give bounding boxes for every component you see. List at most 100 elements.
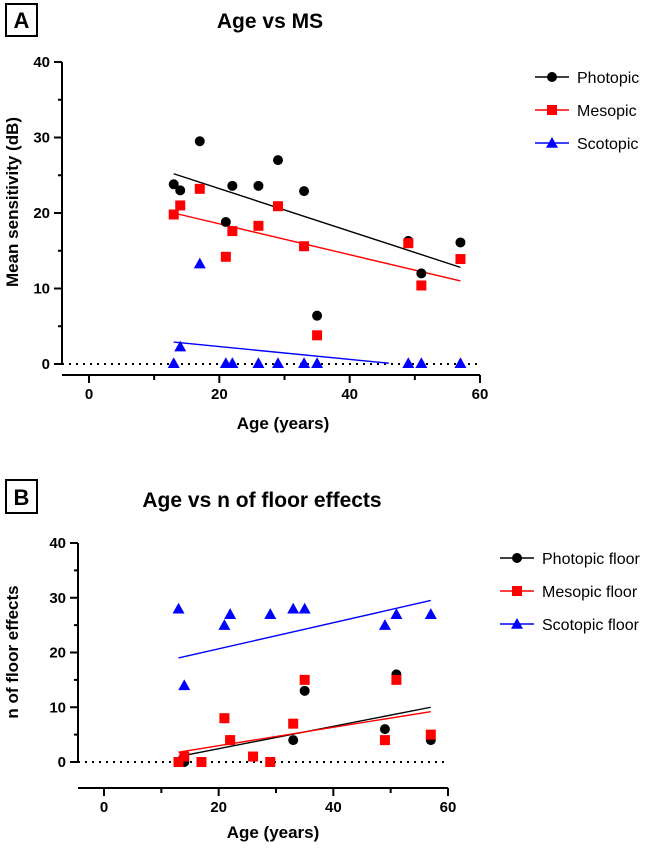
panel-a-photopic-point — [168, 179, 179, 190]
panel-b-legend-marker-photopic-floor — [512, 553, 522, 563]
panel-a-mesopic-point — [416, 280, 427, 291]
panel-a-x-tick-label: 0 — [85, 386, 93, 403]
panel-b-mesopic-floor-point — [179, 751, 190, 762]
panel-a-scotopic-point — [193, 257, 206, 269]
panel-b-title: Age vs n of floor effects — [142, 489, 381, 512]
panel-b-scotopic-floor-fit-line — [178, 599, 431, 659]
panel-b-letter: B — [14, 485, 30, 510]
panel-b: B Age vs n of floor effects n of floor e… — [3, 479, 641, 842]
panel-b-letter-box — [5, 479, 38, 514]
panel-b-x-tick-label: 40 — [325, 799, 342, 816]
panel-a-mesopic-point — [227, 226, 238, 237]
panel-b-scotopic-floor-point — [224, 608, 237, 619]
panel-a-scotopic-point — [415, 357, 428, 369]
panel-a-legend-label-photopic: Photopic — [577, 70, 639, 87]
panel-a-x-tick-label: 20 — [211, 386, 228, 403]
panel-a-mesopic-point — [253, 220, 264, 231]
panel-a-y-tick-label: 20 — [33, 205, 50, 222]
panel-b-mesopic-floor-point — [425, 729, 436, 740]
panel-a-scotopic-point — [226, 357, 239, 369]
panel-b-scotopic-floor-point — [287, 602, 300, 614]
panel-a-photopic-point — [194, 136, 205, 147]
panel-a-mesopic-point — [168, 209, 179, 220]
panel-b-legend-label-mesopic-floor: Mesopic floor — [542, 584, 638, 601]
panel-a-x-axis-label: Age (years) — [237, 414, 330, 433]
panel-b-x-tick-label: 20 — [210, 799, 227, 816]
panel-b-legend-label-photopic-floor: Photopic floor — [542, 551, 641, 568]
panel-a-y-tick-label: 40 — [33, 54, 50, 71]
panel-b-legend-marker-mesopic-floor — [512, 586, 522, 596]
panel-b-scotopic-floor-point — [378, 619, 391, 630]
panel-a-mesopic-point — [403, 238, 414, 249]
panel-b-mesopic-floor-point — [265, 757, 276, 767]
panel-a-scotopic-point — [167, 357, 180, 369]
panel-a-letter: A — [14, 8, 30, 33]
panel-a-mesopic-point — [194, 183, 205, 194]
panel-a-legend-item-scotopic: Scotopic — [535, 136, 638, 153]
panel-b-scotopic-floor-point — [218, 619, 231, 630]
panel-a: A Age vs MS Mean sensitivity (dB) Age (y… — [3, 3, 639, 433]
panel-a-letter-box — [5, 3, 38, 37]
panel-a-mesopic-point — [312, 330, 323, 341]
panel-b-scotopic-floor-point — [298, 602, 311, 614]
panel-a-x-tick-label: 60 — [472, 386, 489, 403]
panel-a-photopic-point — [253, 180, 264, 191]
panel-b-mesopic-floor-point — [299, 674, 310, 685]
panel-b-legend-item-photopic-floor: Photopic floor — [500, 551, 641, 568]
panel-a-legend-marker-mesopic — [547, 105, 557, 115]
panel-a-title: Age vs MS — [217, 10, 323, 33]
panel-a-plot: 0 10 20 30 40 0 20 40 60 — [33, 54, 488, 403]
panel-b-mesopic-floor-point — [196, 757, 207, 767]
panel-b-mesopic-floor-point — [173, 757, 184, 767]
panel-b-x-axis-label: Age (years) — [227, 823, 320, 842]
panel-a-photopic-point — [299, 186, 310, 197]
panel-b-scotopic-floor-point — [178, 679, 191, 691]
panel-b-mesopic-floor-point — [379, 735, 390, 746]
panel-a-photopic-point — [455, 237, 466, 248]
panel-a-mesopic-point — [272, 201, 283, 212]
panel-b-photopic-floor-point — [379, 724, 390, 735]
panel-a-mesopic-point — [220, 251, 231, 262]
panel-b-legend: Photopic floor Mesopic floor Scotopic floo… — [500, 551, 641, 634]
panel-b-photopic-floor-point — [288, 735, 299, 746]
panel-a-legend-label-scotopic: Scotopic — [577, 136, 638, 153]
panel-a-scotopic-point — [271, 357, 284, 369]
panel-a-y-tick-label: 10 — [33, 281, 50, 298]
panel-b-plot: 0 10 20 30 40 0 20 40 60 — [49, 535, 456, 816]
panel-b-y-tick-label: 0 — [58, 754, 66, 771]
panel-a-legend-marker-scotopic — [546, 137, 558, 148]
panel-b-legend-label-scotopic-floor: Scotopic floor — [542, 617, 640, 634]
panel-b-photopic-floor-point — [299, 685, 310, 696]
panel-b-y-tick-label: 40 — [49, 535, 66, 552]
panel-a-scotopic-point — [311, 357, 324, 369]
panel-a-legend-item-mesopic: Mesopic — [535, 103, 637, 120]
panel-b-mesopic-floor-point — [288, 718, 299, 729]
panel-a-photopic-point — [416, 268, 427, 279]
panel-a-photopic-point — [227, 180, 238, 191]
panel-b-scotopic-floor-point — [424, 608, 437, 619]
panel-b-scotopic-floor-point — [264, 608, 277, 619]
panel-b-y-tick-label: 20 — [49, 645, 66, 662]
panel-b-mesopic-floor-point — [219, 713, 230, 724]
panel-a-x-tick-label: 40 — [341, 386, 358, 403]
panel-a-legend-marker-photopic — [547, 72, 557, 82]
panel-a-photopic-point — [175, 185, 186, 196]
panel-b-scotopic-floor-point — [390, 608, 403, 619]
panel-a-photopic-point — [312, 310, 323, 321]
panel-a-legend-item-photopic: Photopic — [535, 70, 639, 87]
panel-b-legend-item-scotopic-floor: Scotopic floor — [500, 617, 640, 634]
panel-b-mesopic-floor-point — [391, 674, 402, 685]
panel-a-legend-label-mesopic: Mesopic — [577, 103, 637, 120]
panel-a-mesopic-point — [299, 241, 310, 252]
panel-b-y-axis-label: n of floor effects — [3, 585, 22, 718]
panel-a-scotopic-point — [252, 357, 265, 369]
panel-b-mesopic-floor-fit-line — [178, 710, 431, 753]
panel-a-scotopic-point — [298, 357, 311, 369]
panel-b-legend-item-mesopic-floor: Mesopic floor — [500, 584, 638, 601]
panel-a-mesopic-point — [175, 200, 186, 211]
panel-a-legend: Photopic Mesopic Scotopic — [535, 70, 639, 153]
panel-a-photopic-fit-line — [173, 173, 461, 269]
panel-a-photopic-point — [220, 217, 231, 228]
panel-b-x-tick-label: 60 — [440, 799, 457, 816]
